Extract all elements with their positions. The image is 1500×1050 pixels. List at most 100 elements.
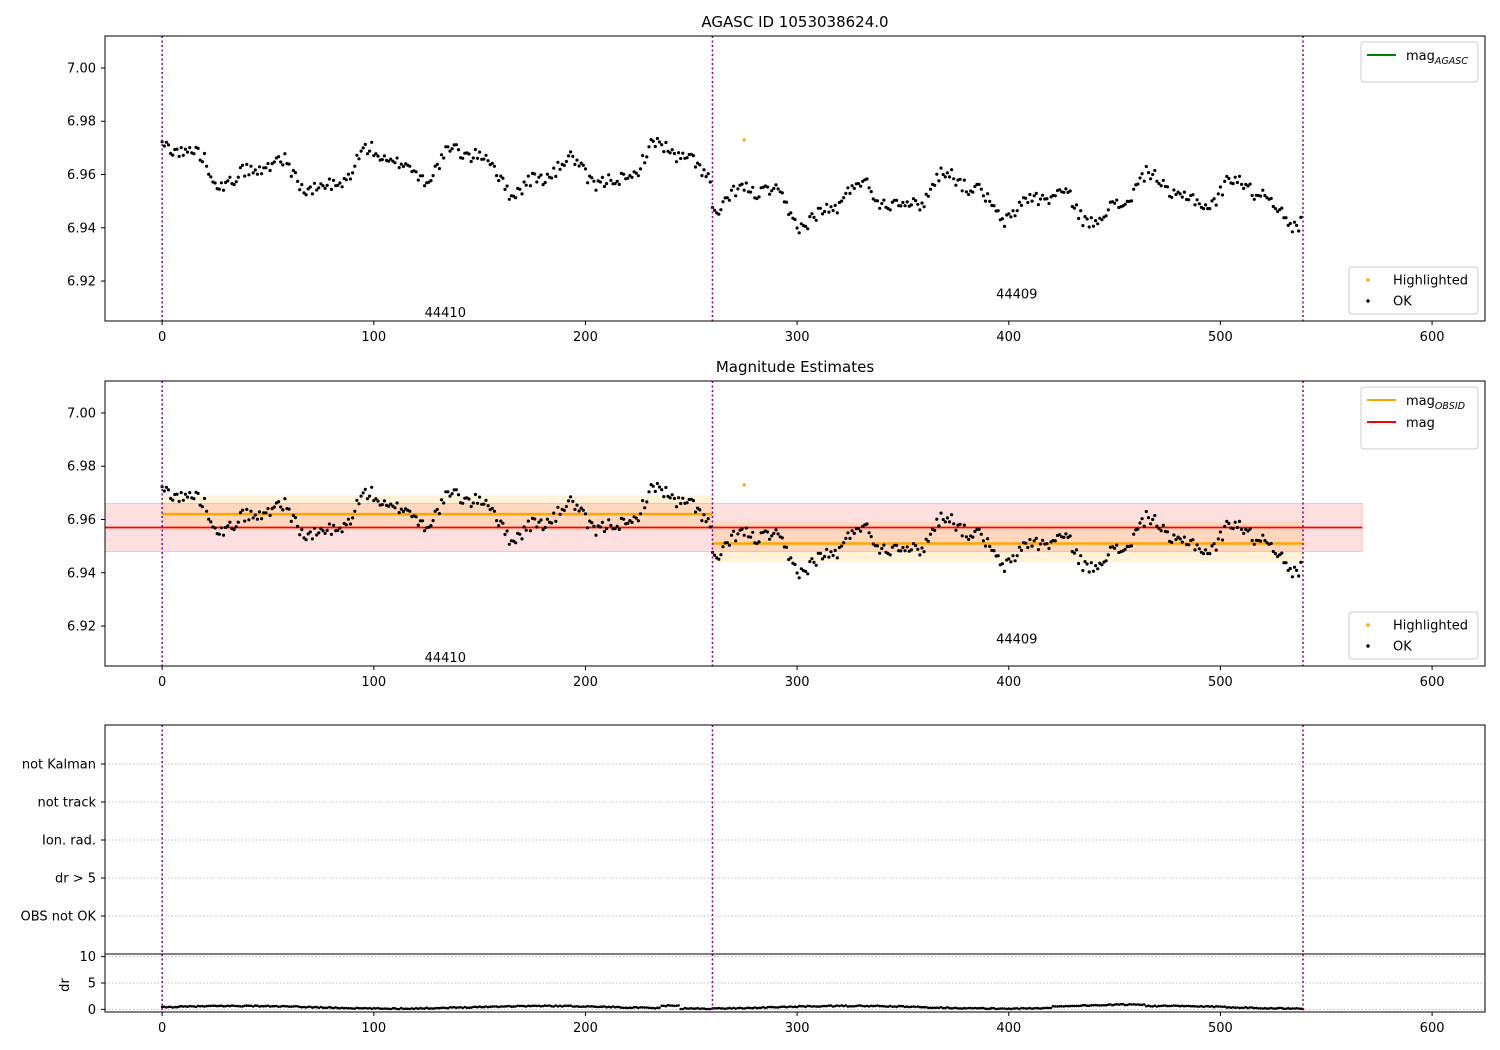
data-point-ok <box>704 520 708 524</box>
data-point-ok <box>238 510 243 515</box>
data-point-ok <box>1208 552 1212 556</box>
data-point-ok <box>1225 174 1229 178</box>
data-point-dr <box>1068 1004 1072 1008</box>
data-point-ok <box>202 496 207 501</box>
data-point-ok <box>431 174 435 178</box>
data-point-ok <box>372 499 376 503</box>
data-point-ok <box>1212 542 1216 546</box>
data-point-dr <box>1147 1004 1150 1007</box>
data-point-dr <box>857 1004 860 1007</box>
data-point-ok <box>1091 569 1095 573</box>
data-point-dr <box>1255 1006 1258 1010</box>
data-point-ok <box>964 535 969 539</box>
data-point-dr <box>508 1004 511 1008</box>
data-point-ok <box>829 550 833 554</box>
data-point-dr <box>963 1006 966 1010</box>
data-point-dr <box>1193 1005 1197 1008</box>
data-point-ok <box>1058 533 1062 537</box>
data-point-ok <box>1045 197 1049 201</box>
data-point-ok <box>945 516 950 520</box>
data-point-ok <box>672 496 677 501</box>
data-point-ok <box>370 140 374 144</box>
data-point-ok <box>566 499 571 503</box>
data-point-dr <box>1248 1006 1252 1009</box>
data-point-ok <box>973 529 977 534</box>
data-point-ok <box>562 508 566 512</box>
data-point-ok <box>490 506 494 510</box>
data-point-ok <box>499 519 503 523</box>
data-point-ok <box>1149 177 1153 181</box>
data-point-dr <box>381 1007 384 1011</box>
data-point-dr <box>198 1005 202 1008</box>
data-point-dr <box>482 1005 486 1009</box>
data-point-dr <box>806 1004 809 1008</box>
data-point-dr <box>628 1006 632 1009</box>
data-point-ok <box>164 485 168 489</box>
data-point-ok <box>947 175 952 179</box>
data-point-ok <box>1290 575 1294 579</box>
data-point-ok <box>935 517 939 521</box>
data-point-dr <box>620 1006 623 1009</box>
data-point-dr <box>342 1006 346 1010</box>
data-point-ok <box>685 501 689 505</box>
data-point-dr <box>823 1004 826 1008</box>
data-point-dr <box>531 1004 534 1008</box>
data-point-ok <box>351 171 355 175</box>
data-point-ok <box>327 177 331 181</box>
data-point-dr <box>1267 1007 1271 1010</box>
data-point-ok <box>293 171 298 175</box>
data-point-ok <box>556 160 560 164</box>
data-point-dr <box>1274 1007 1277 1010</box>
x-tick-label: 600 <box>1420 330 1445 345</box>
data-point-dr <box>1225 1006 1229 1009</box>
y-tick-label: 5 <box>88 977 96 992</box>
data-point-ok <box>1180 540 1184 544</box>
data-point-dr <box>899 1004 903 1008</box>
data-point-ok <box>1187 543 1191 547</box>
data-point-dr <box>309 1005 312 1009</box>
data-point-ok <box>312 526 317 530</box>
data-point-ok <box>928 187 933 191</box>
data-point-dr <box>800 1005 803 1008</box>
data-point-dr <box>537 1004 541 1008</box>
data-point-ok <box>243 519 247 523</box>
data-point-ok <box>890 200 895 204</box>
data-point-ok <box>757 540 761 544</box>
data-point-ok <box>719 553 723 557</box>
data-point-ok <box>162 144 166 148</box>
data-point-dr <box>886 1005 890 1008</box>
data-point-ok <box>177 499 181 503</box>
data-point-ok <box>228 175 232 179</box>
data-point-ok <box>1077 561 1081 566</box>
data-point-ok <box>784 200 789 204</box>
data-point-dr <box>1009 1007 1013 1011</box>
data-point-ok <box>672 151 677 156</box>
data-point-dr <box>838 1004 841 1008</box>
x-tick-label: 0 <box>158 330 166 345</box>
data-point-ok <box>433 509 437 513</box>
data-point-ok <box>918 208 922 212</box>
data-point-ok <box>1011 209 1015 213</box>
data-point-ok <box>420 174 425 178</box>
data-point-ok <box>198 158 202 162</box>
data-point-dr <box>347 1007 350 1010</box>
data-point-ok <box>298 533 302 537</box>
data-point-dr <box>1276 1006 1279 1010</box>
data-point-ok <box>323 186 327 190</box>
data-point-dr <box>876 1004 879 1007</box>
data-point-ok <box>1214 548 1218 552</box>
data-point-ok <box>219 181 223 185</box>
data-point-dr <box>1265 1007 1269 1010</box>
data-point-ok <box>232 183 236 187</box>
data-point-dr <box>1223 1005 1226 1008</box>
data-point-dr <box>730 1007 733 1010</box>
panel-agasc: AGASC ID 1053038624.0 44410 44409 0 100 200 30… <box>67 13 1486 345</box>
data-point-ok <box>213 526 217 530</box>
data-point-ok <box>431 519 435 523</box>
data-point-ok <box>179 146 183 150</box>
data-point-dr <box>211 1004 215 1007</box>
data-point-ok <box>1026 200 1030 205</box>
data-point-dr <box>1056 1005 1059 1008</box>
legend-label-ok: OK <box>1393 640 1412 655</box>
data-point-ok <box>1242 186 1246 190</box>
